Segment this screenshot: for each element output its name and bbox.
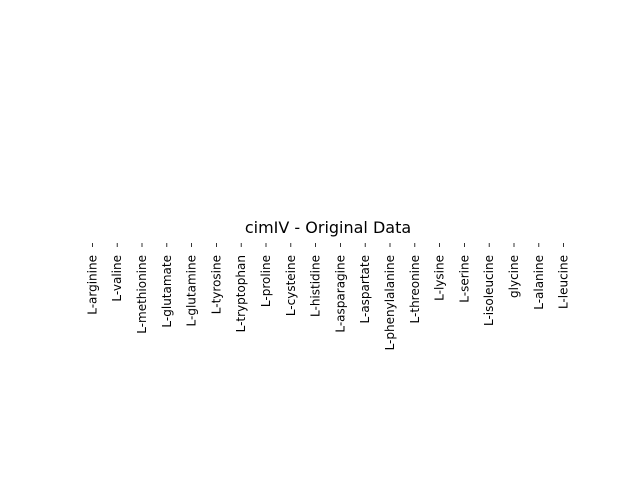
x-tick-label: L-valine [110,255,124,302]
x-tick-label: L-phenylalanine [383,255,397,350]
x-tick-label: L-aspartate [358,255,372,323]
x-tick-label: L-alanine [532,255,546,310]
x-tick-label: L-leucine [557,255,571,309]
x-tick-label: L-arginine [85,255,99,315]
x-tick-label: L-cysteine [284,255,298,316]
x-tick-label: L-histidine [309,255,323,317]
x-tick-label: L-threonine [408,255,422,323]
x-axis: L-arginine L-valine L-methionine L-glutamat… [85,243,571,350]
x-tick-label: L-glutamine [185,255,199,326]
x-tick-label: L-lysine [433,255,447,301]
x-tick-label: L-methionine [135,255,149,334]
chart-title: cimIV - Original Data [245,218,411,237]
x-tick-label: L-tryptophan [234,255,248,332]
x-tick-label: L-proline [259,255,273,307]
x-tick-label: L-tyrosine [209,255,223,314]
x-tick-label: L-glutamate [160,255,174,328]
x-tick-label: L-asparagine [333,255,347,333]
x-tick-label: L-serine [457,255,471,303]
x-tick-label: L-isoleucine [482,255,496,326]
x-tick-label: glycine [507,255,521,298]
